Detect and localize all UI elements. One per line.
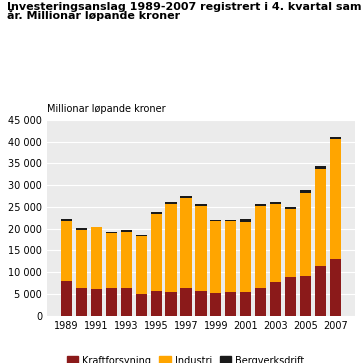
Bar [225, 220, 236, 221]
Text: år. Millionar løpande kroner: år. Millionar løpande kroner [7, 9, 180, 21]
Bar [270, 204, 281, 282]
Bar [315, 166, 326, 170]
Text: Investeringsanslag 1989-2007 registrert i 4. kvartal same: Investeringsanslag 1989-2007 registrert … [7, 2, 362, 12]
Bar [255, 205, 266, 288]
Bar [136, 294, 147, 316]
Bar [240, 222, 251, 292]
Bar [300, 193, 311, 276]
Bar [255, 204, 266, 205]
Bar [106, 233, 117, 288]
Bar [151, 291, 162, 316]
Bar [61, 221, 72, 281]
Bar [121, 231, 132, 232]
Bar [106, 288, 117, 316]
Bar [270, 282, 281, 316]
Bar [315, 266, 326, 316]
Bar [195, 205, 206, 291]
Bar [195, 204, 206, 205]
Bar [225, 221, 236, 292]
Bar [240, 292, 251, 316]
Bar [210, 220, 222, 221]
Bar [210, 293, 222, 316]
Bar [151, 214, 162, 291]
Bar [300, 276, 311, 316]
Bar [225, 292, 236, 316]
Bar [180, 196, 191, 198]
Bar [285, 277, 296, 316]
Bar [300, 190, 311, 193]
Bar [285, 207, 296, 209]
Bar [285, 209, 296, 277]
Bar [61, 219, 72, 221]
Bar [136, 235, 147, 236]
Bar [210, 221, 222, 293]
Bar [76, 228, 87, 229]
Bar [91, 289, 102, 316]
Bar [270, 202, 281, 204]
Bar [329, 139, 341, 259]
Bar [76, 229, 87, 288]
Legend: Kraftforsyning, Industri, Bergverksdrift: Kraftforsyning, Industri, Bergverksdrift [63, 352, 308, 363]
Bar [255, 288, 266, 316]
Bar [180, 198, 191, 288]
Bar [151, 212, 162, 214]
Bar [329, 259, 341, 316]
Bar [165, 204, 177, 292]
Bar [195, 291, 206, 316]
Bar [61, 281, 72, 316]
Bar [329, 137, 341, 139]
Bar [180, 288, 191, 316]
Bar [315, 170, 326, 266]
Bar [91, 227, 102, 289]
Bar [136, 236, 147, 294]
Bar [121, 232, 132, 288]
Bar [240, 219, 251, 222]
Bar [106, 232, 117, 233]
Bar [165, 202, 177, 204]
Bar [121, 288, 132, 316]
Text: Millionar løpande kroner: Millionar løpande kroner [47, 104, 166, 114]
Bar [165, 292, 177, 316]
Bar [76, 288, 87, 316]
